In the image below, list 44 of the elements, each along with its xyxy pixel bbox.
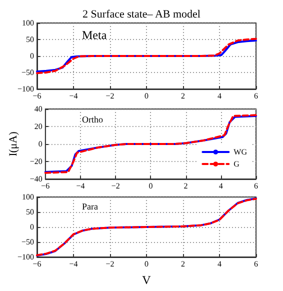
chart-title: 2 Surface state– AB model bbox=[82, 8, 200, 20]
x-tick-label: −4 bbox=[69, 92, 78, 100]
x-tick-label: 0 bbox=[148, 182, 153, 190]
legend-label: G bbox=[234, 160, 240, 168]
x-tick-label: −4 bbox=[69, 260, 78, 268]
x-axis-title: V bbox=[142, 273, 152, 287]
annotation: Meta bbox=[82, 28, 108, 42]
x-tick-label: 2 bbox=[181, 260, 185, 268]
x-tick-label: −2 bbox=[106, 260, 114, 268]
x-tick-label: −4 bbox=[76, 182, 85, 190]
y-axis-title: I(μA) bbox=[8, 131, 20, 156]
x-tick-label: 4 bbox=[218, 92, 222, 100]
x-tick-label: 6 bbox=[254, 92, 258, 100]
y-tick-label: 0 bbox=[30, 222, 34, 232]
x-tick-label: 6 bbox=[254, 182, 258, 190]
x-tick-label: −6 bbox=[32, 260, 42, 268]
x-tick-label: −2 bbox=[111, 182, 120, 190]
y-tick-label: 100 bbox=[22, 192, 34, 202]
y-tick-label: −20 bbox=[30, 157, 42, 166]
annotation: Para bbox=[82, 202, 98, 212]
x-tick-label: 4 bbox=[218, 182, 223, 190]
x-tick-label: −6 bbox=[32, 92, 42, 100]
y-tick-label: −40 bbox=[30, 174, 42, 184]
y-tick-label: −50 bbox=[21, 68, 34, 77]
x-tick-label: 4 bbox=[218, 260, 222, 268]
y-tick-label: 50 bbox=[26, 35, 34, 44]
legend-label: WG bbox=[234, 148, 248, 156]
y-tick-label: −100 bbox=[17, 252, 34, 262]
x-tick-label: 6 bbox=[254, 260, 258, 268]
y-tick-label: 50 bbox=[26, 208, 34, 216]
x-tick-label: −6 bbox=[41, 182, 50, 190]
x-tick-label: 0 bbox=[144, 260, 148, 268]
x-tick-label: 0 bbox=[144, 92, 148, 100]
y-tick-label: 0 bbox=[38, 140, 42, 148]
y-tick-label: 0 bbox=[30, 52, 34, 60]
y-tick-label: 100 bbox=[22, 18, 34, 28]
x-tick-label: 2 bbox=[181, 92, 185, 100]
y-tick-label: 20 bbox=[34, 122, 42, 131]
x-tick-label: 2 bbox=[184, 182, 188, 190]
y-tick-label: 40 bbox=[34, 104, 42, 114]
y-tick-label: −50 bbox=[21, 238, 34, 246]
y-tick-label: −100 bbox=[17, 84, 34, 94]
annotation: Ortho bbox=[82, 114, 104, 124]
x-tick-label: −2 bbox=[106, 92, 114, 100]
